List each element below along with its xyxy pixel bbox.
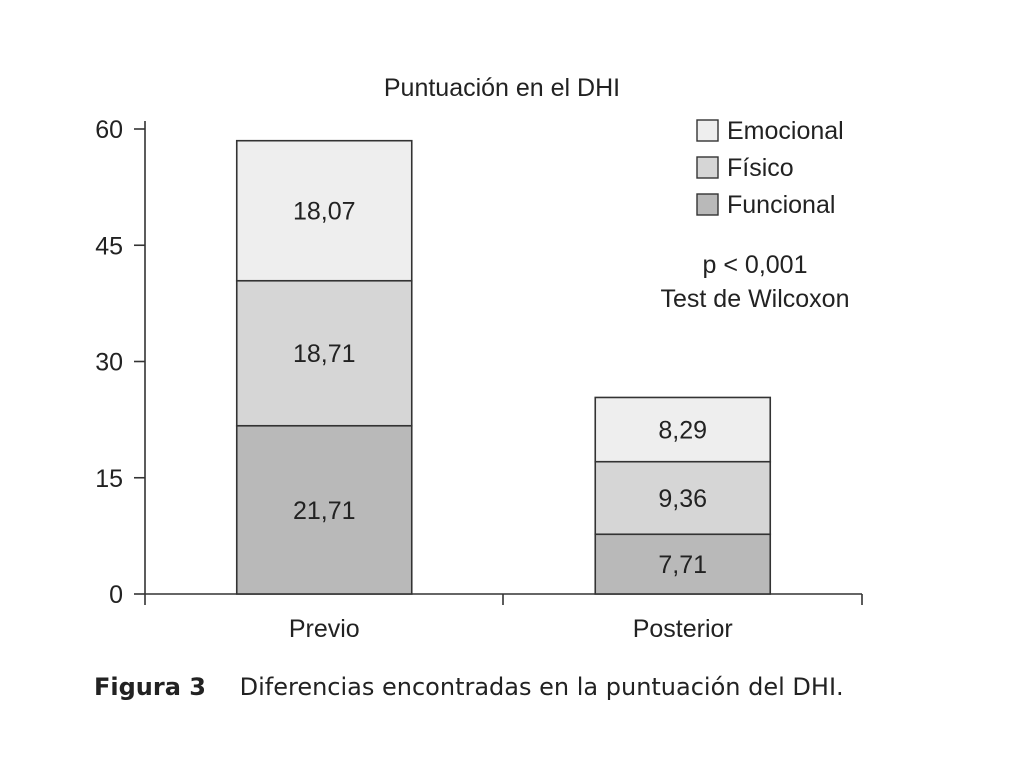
annotation-text: Test de Wilcoxon [661, 285, 850, 313]
y-tick-label: 30 [95, 349, 123, 377]
y-tick-label: 15 [95, 465, 123, 493]
bar-segment [235, 424, 413, 595]
y-tick-label: 60 [95, 116, 123, 144]
caption-text: Diferencias encontradas en la puntuación… [239, 673, 844, 701]
data-label: 21,71 [293, 497, 356, 525]
annotation-text: p < 0,001 [703, 251, 808, 279]
chart-legend: Emocional Físico Funcional [696, 117, 844, 219]
legend-swatch [696, 119, 719, 142]
x-category-label: Posterior [633, 615, 733, 643]
bar-segment [594, 396, 772, 463]
data-label: 9,36 [658, 485, 707, 513]
y-tick-label: 45 [95, 232, 123, 260]
bar-segment [594, 460, 772, 536]
legend-label: Emocional [727, 117, 844, 145]
data-label: 8,29 [658, 417, 707, 445]
y-tick-label: 0 [109, 581, 123, 609]
caption-label: Figura 3 [94, 673, 206, 701]
data-label: 18,71 [293, 340, 356, 368]
bar-segment [594, 533, 772, 595]
legend-label: Físico [727, 154, 794, 182]
x-category-label: Previo [289, 615, 360, 643]
legend-label: Funcional [727, 191, 835, 219]
data-label: 7,71 [658, 551, 707, 579]
legend-swatch [696, 156, 719, 179]
bar-segment [235, 139, 413, 282]
chart-axes: 0 15 30 45 60 Previo Posterior [95, 116, 863, 643]
figure-caption: Figura 3 Diferencias encontradas en la p… [94, 673, 844, 701]
chart-bars: 21,71 18,71 18,07 7,71 9,36 8,29 [235, 139, 772, 595]
data-label: 18,07 [293, 198, 356, 226]
legend-swatch [696, 193, 719, 216]
chart-annotations: p < 0,001 Test de Wilcoxon [661, 251, 850, 313]
chart-title: Puntuación en el DHI [384, 74, 620, 102]
